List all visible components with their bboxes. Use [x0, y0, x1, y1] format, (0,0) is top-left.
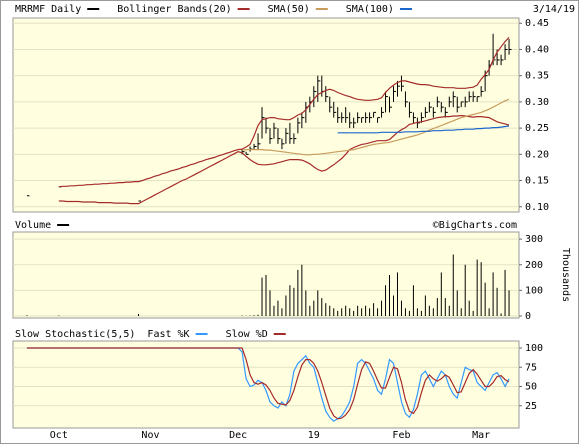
series-line [58, 114, 510, 205]
legend-label: MRRMF Daily [15, 4, 81, 15]
series-line [58, 36, 510, 188]
y-tick-label: 25 [525, 401, 537, 412]
y-tick-label: 0.35 [525, 71, 549, 82]
legend-label: Volume [15, 220, 51, 231]
y-tick-label: 0.15 [525, 176, 549, 187]
y-tick-label: 0.40 [525, 44, 549, 55]
x-tick-label: Feb [392, 430, 410, 441]
y-tick-label: 0.20 [525, 149, 549, 160]
y-tick-label: 0.25 [525, 123, 549, 134]
y-tick-label: 100 [525, 285, 543, 296]
y-tick-label: 100 [525, 343, 543, 354]
y-axis-label: Thousands [560, 248, 571, 302]
y-tick-label: 0.45 [525, 18, 549, 29]
legend-label: Fast %K [147, 329, 189, 340]
x-tick-label: Oct [50, 430, 68, 441]
legend-label: SMA(100) [346, 4, 394, 15]
x-tick-label: Dec [229, 430, 247, 441]
x-tick-label: Nov [141, 430, 159, 441]
legend-label: SMA(50) [268, 4, 310, 15]
x-tick-label: Mar [472, 430, 490, 441]
plot-area [12, 17, 520, 213]
y-tick-label: 75 [525, 362, 537, 373]
x-tick-label: 19 [308, 430, 320, 441]
y-tick-label: 50 [525, 382, 537, 393]
legend-label: Slow %D [226, 329, 268, 340]
series-line [242, 98, 510, 156]
y-tick-label: 300 [525, 234, 543, 245]
y-tick-label: 0.10 [525, 202, 549, 213]
panel-title: Slow Stochastic(5,5) [15, 329, 135, 340]
y-tick-label: 200 [525, 260, 543, 271]
legend-label: Bollinger Bands(20) [117, 4, 231, 15]
series-line [26, 347, 510, 420]
y-tick-label: 0 [525, 311, 531, 322]
chart-date: 3/14/19 [533, 4, 575, 15]
y-tick-label: 0.30 [525, 97, 549, 108]
credit: ©BigCharts.com [433, 220, 517, 231]
series-line [337, 125, 510, 134]
